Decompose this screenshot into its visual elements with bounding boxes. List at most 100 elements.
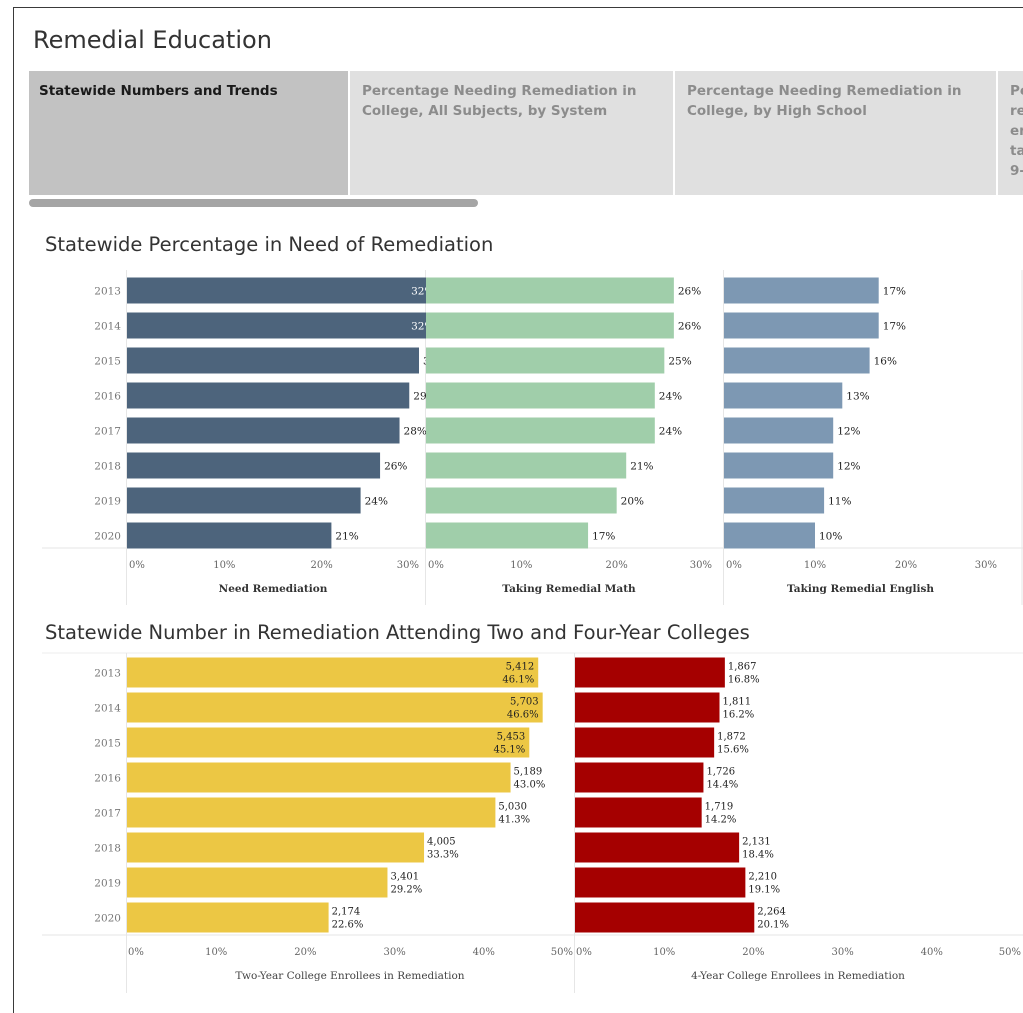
chart-2-tick-label: 20% [294,947,316,958]
chart-2-tick-label: 50% [999,947,1021,958]
chart-2-count-label: 5,189 [514,767,543,778]
chart-2-tick-label: 0% [128,947,144,958]
year-label: 2017 [94,808,121,820]
tab-scrollbar[interactable] [29,199,478,207]
year-label: 2020 [94,531,121,543]
chart-2-count-label: 5,703 [510,697,539,708]
chart-2-percent-label: 41.3% [498,815,530,826]
chart-2-tick-label: 40% [921,947,943,958]
chart-1-data-label: 21% [335,531,358,543]
chart-2-count-label: 2,174 [332,907,361,918]
chart-2-bar [575,902,755,933]
year-label: 2014 [94,321,121,333]
chart-1-tick-label: 0% [428,560,444,571]
tab-statewide-numbers[interactable]: Statewide Numbers and Trends [29,71,350,195]
chart-1-bar [426,277,674,304]
chart-1-data-label: 26% [384,461,407,473]
chart-2-percent-label: 16.2% [723,710,755,721]
chart-1-bar [127,452,381,479]
page-title: Remedial Education [33,26,272,54]
chart-2-percent-label: 15.6% [717,745,749,756]
chart-2-count-label: 5,412 [506,662,535,673]
chart-1-bar [426,522,589,549]
chart-2-bar [127,797,496,828]
chart-2-bar [575,867,746,898]
chart-2-tick-label: 30% [383,947,405,958]
chart-1-bar [426,382,655,409]
tab-truncated[interactable]: Pe re en ta 9- [998,71,1023,195]
chart-1-bar [724,487,825,514]
chart-2-percent-label: 46.1% [502,675,534,686]
year-label: 2016 [94,391,121,403]
chart-1-data-label: 26% [678,321,701,333]
chart-2-tick-label: 10% [653,947,675,958]
chart-2-tick-label: 20% [742,947,764,958]
chart-1-axis-title: Need Remediation [219,583,328,595]
year-label: 2013 [94,668,121,680]
chart-1-bar [426,487,617,514]
chart-2-bar [127,727,530,758]
chart-2-bar [127,762,511,793]
chart-1-bar [724,312,879,339]
chart-1-data-label: 11% [828,496,851,508]
chart-1-data-label: 12% [837,426,860,438]
chart-1-data-label: 28% [404,426,427,438]
chart-1-data-label: 24% [659,391,682,403]
chart-2-count-label: 2,210 [748,872,777,883]
chart-1-bar [724,382,843,409]
chart-2-count-label: 5,453 [497,732,526,743]
chart-1-data-label: 17% [592,531,615,543]
chart-2-tick-label: 10% [205,947,227,958]
chart-2-percent-label: 20.1% [757,920,789,931]
chart-2-count-label: 1,811 [723,697,752,708]
chart-1-axis-title: Taking Remedial Math [502,583,636,595]
chart-1-data-label: 26% [678,286,701,298]
year-label: 2019 [94,496,121,508]
chart-2-axis-title: Two-Year College Enrollees in Remediatio… [235,970,464,982]
chart-1-bar [127,347,419,374]
chart-2-count-label: 3,401 [390,872,419,883]
chart-2-bar [575,797,702,828]
chart-1-bar [426,417,655,444]
chart-2-bar [127,867,388,898]
tab-remediation-by-high-school[interactable]: Percentage Needing Remediation in Colleg… [675,71,998,195]
chart-1-data-label: 17% [883,286,906,298]
chart-2-tick-label: 30% [831,947,853,958]
chart-1-tick-label: 0% [726,560,742,571]
chart-2-axis-title: 4-Year College Enrollees in Remediation [691,970,905,982]
chart-1-tick-label: 20% [606,560,628,571]
chart-1-tick-label: 20% [895,560,917,571]
chart-2-count-label: 4,005 [427,837,456,848]
chart-1-bar [127,382,410,409]
chart-2-bar [127,832,425,863]
year-label: 2015 [94,738,121,750]
chart-2-bar [575,692,720,723]
chart-1-bar [724,417,834,444]
chart-2-percent-label: 45.1% [494,745,526,756]
chart-1-bar [724,347,870,374]
chart-2-tick-label: 40% [473,947,495,958]
chart-2-bar [575,727,715,758]
chart-1-data-label: 21% [630,461,653,473]
chart-2-bar [127,692,543,723]
chart-1-tick-label: 10% [213,560,235,571]
chart-2-count-label: 1,872 [717,732,746,743]
chart-1-data-label: 16% [874,356,897,368]
chart-1-axis-title: Taking Remedial English [787,583,934,595]
chart-2-bar [127,657,539,688]
chart-2-tick-label: 0% [576,947,592,958]
year-label: 2017 [94,426,121,438]
tab-remediation-by-system[interactable]: Percentage Needing Remediation in Colleg… [350,71,675,195]
chart-1-tick-label: 30% [975,560,997,571]
year-label: 2013 [94,286,121,298]
chart-1-data-label: 20% [621,496,644,508]
chart-1-data-label: 17% [883,321,906,333]
year-label: 2018 [94,843,121,855]
chart-2-bar [127,902,329,933]
chart-1-data-label: 13% [846,391,869,403]
chart-1-title: Statewide Percentage in Need of Remediat… [45,233,494,256]
chart-2-tick-label: 50% [551,947,573,958]
chart-1-tick-label: 20% [311,560,333,571]
year-label: 2020 [94,913,121,925]
